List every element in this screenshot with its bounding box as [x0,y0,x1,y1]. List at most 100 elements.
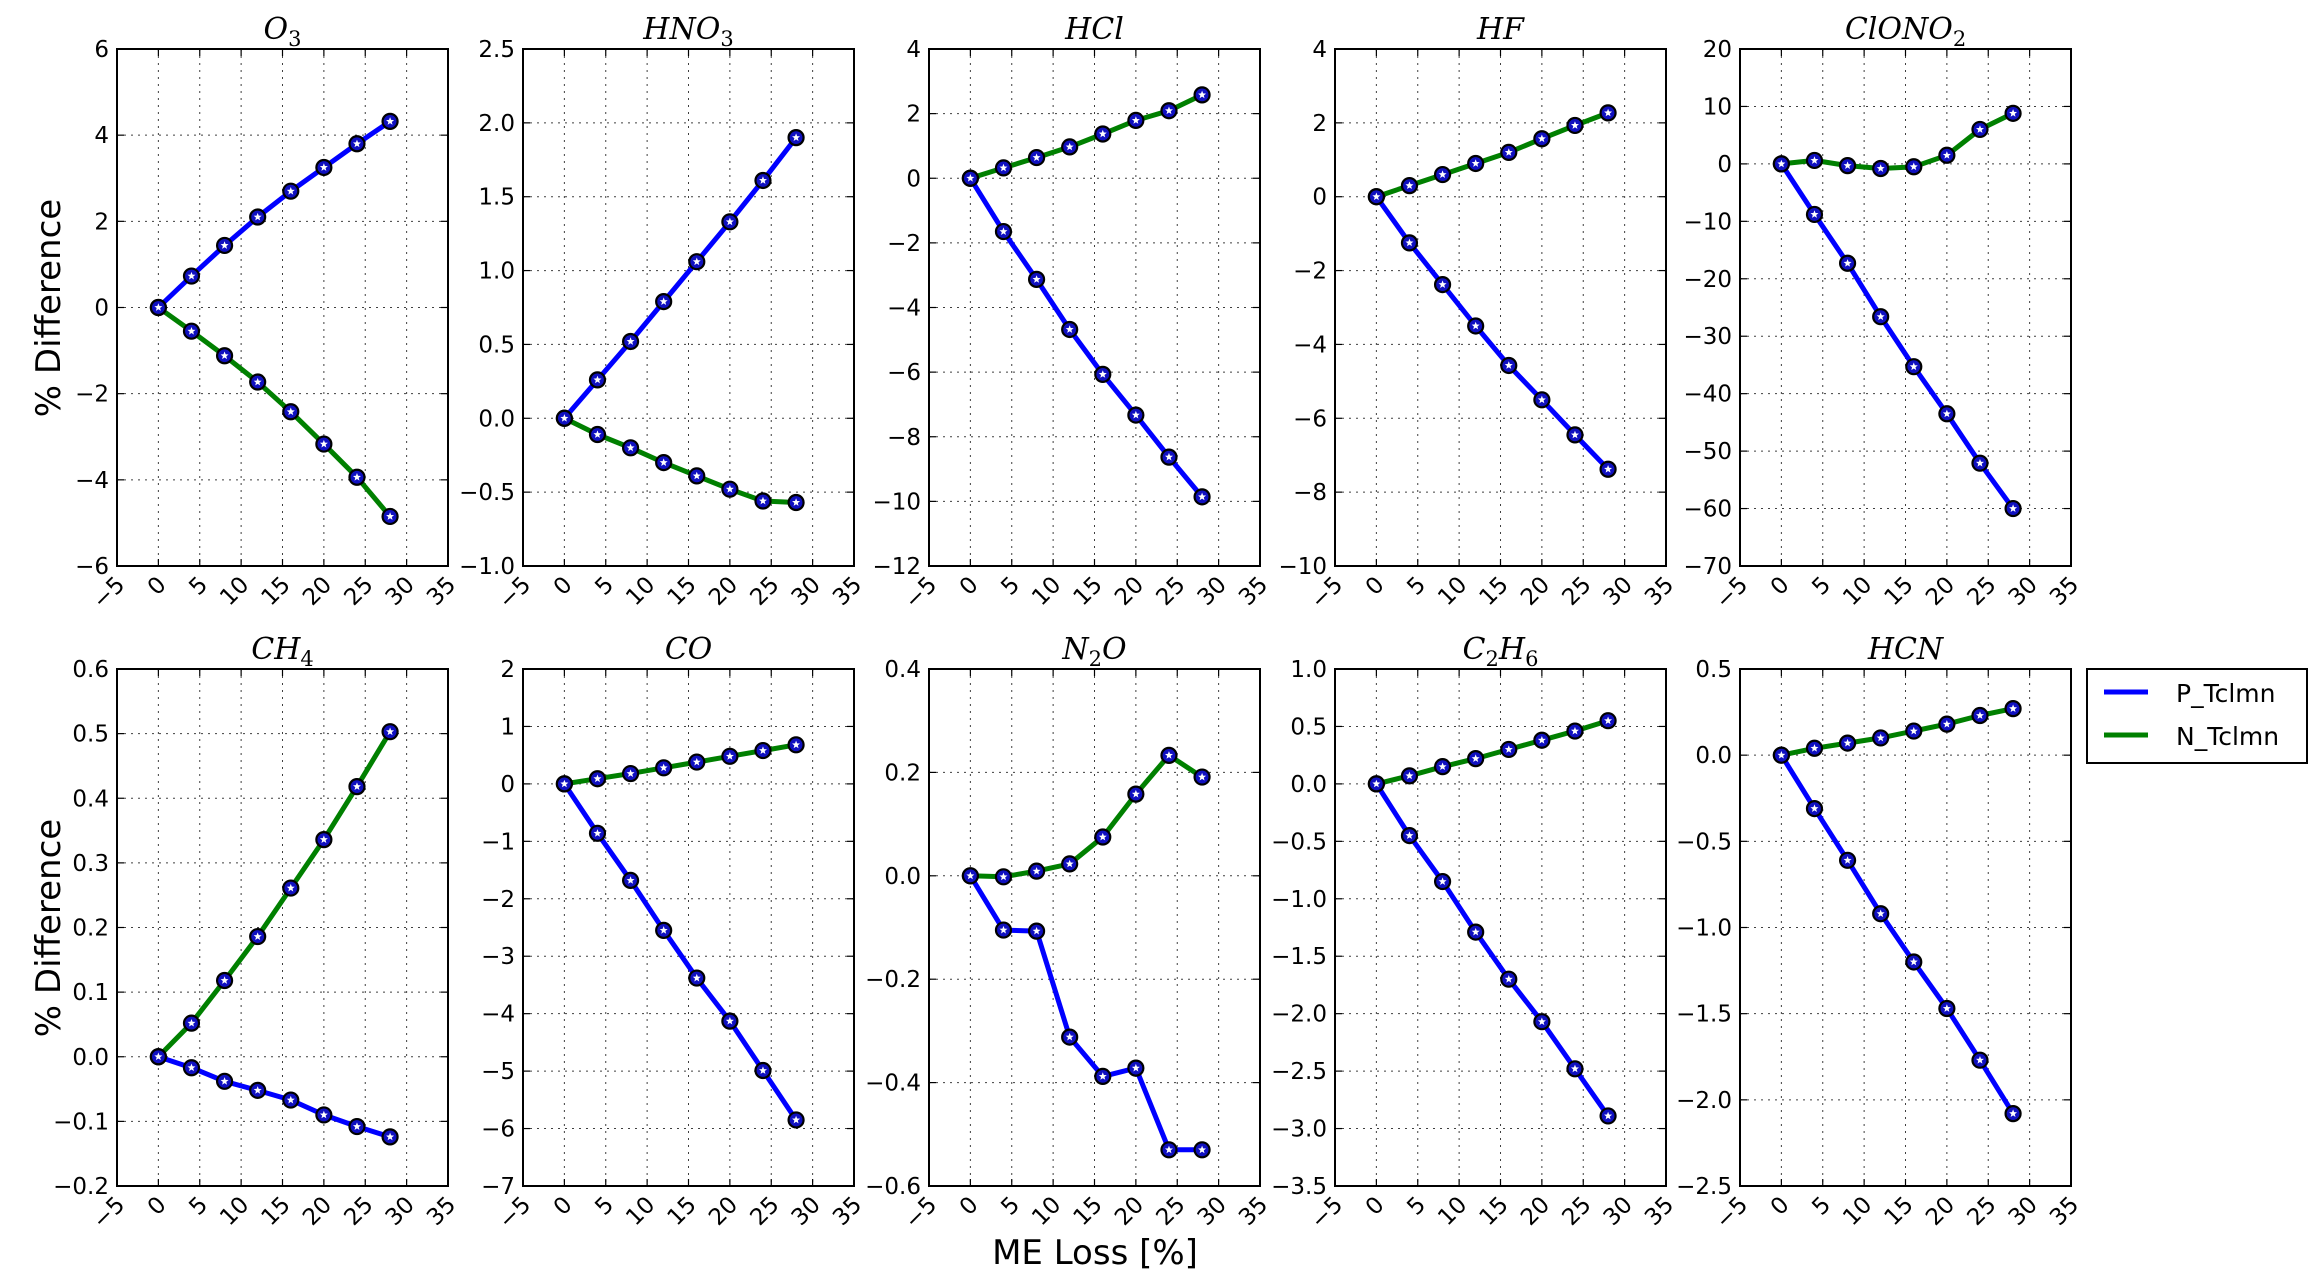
data-point-n-tclmn [2004,700,2022,718]
title-text: HF [1476,12,1525,47]
data-point-p-tclmn [688,253,706,271]
y-tick-label: −2.5 [1676,1174,1732,1200]
y-tick-label: −0.5 [1676,829,1732,855]
data-point-p-tclmn [1599,1107,1617,1125]
x-axis-label: ME Loss [%] [992,1233,1198,1273]
data-point-n-tclmn [282,403,300,421]
title-subscript: 6 [1525,647,1538,671]
data-point-p-tclmn [1127,1059,1145,1077]
y-tick-label: −2.0 [1271,1002,1327,1028]
subplot-title-co: CO [665,632,713,667]
data-point-p-tclmn [1905,953,1923,971]
data-point-n-tclmn [1400,767,1419,785]
data-point-n-tclmn [282,879,300,897]
axes-frame [522,668,855,1187]
data-point-n-tclmn [1838,157,1857,175]
y-tick-label: 0.5 [72,722,109,748]
series-line-p-tclmn [968,176,1205,499]
y-tick-label: 0.4 [884,657,921,683]
data-point-p-tclmn [1061,1028,1079,1046]
data-point-n-tclmn [215,971,234,990]
data-point-n-tclmn [555,775,573,793]
title-subscript: 4 [300,647,313,671]
y-tick-label: 0.5 [478,332,515,358]
data-point-n-tclmn [588,425,607,444]
data-point-n-tclmn [1367,188,1385,206]
y-tick-label: −3 [481,944,515,970]
data-point-p-tclmn [754,171,772,190]
subplot-title-hno3: HNO3 [642,12,733,51]
data-point-n-tclmn [149,298,167,317]
y-tick-label: 0.2 [884,760,921,786]
title-subscript: 3 [288,27,301,51]
y-tick-label: 2 [1312,111,1327,137]
y-tick-label: −1.0 [1676,916,1732,942]
data-point-p-tclmn [1533,1013,1551,1031]
y-tick-label: −0.5 [1271,829,1327,855]
data-point-n-tclmn [2004,104,2022,122]
data-point-n-tclmn [1094,125,1112,143]
data-point-p-tclmn [315,1106,333,1124]
data-point-n-tclmn [1533,130,1551,148]
data-point-p-tclmn [215,236,234,255]
y-tick-label: −1.5 [1676,1002,1732,1028]
data-point-n-tclmn [961,867,979,885]
title-text: CO [665,632,713,667]
axes-frame [116,48,449,567]
data-point-n-tclmn [721,480,739,498]
series-line-n-tclmn [156,730,393,1059]
y-tick-label: 0.0 [884,864,921,890]
y-tick-label: 4 [94,123,109,149]
data-point-p-tclmn [1566,426,1584,444]
y-tick-label: −4 [75,468,109,494]
data-point-n-tclmn [1061,855,1079,873]
data-point-n-tclmn [1772,155,1790,173]
data-point-n-tclmn [1367,775,1385,793]
title-subscript: 2 [1486,647,1499,671]
data-point-p-tclmn [1027,922,1046,940]
data-point-p-tclmn [688,969,706,987]
y-tick-label: −10 [1683,209,1732,235]
subplot-title-hcl: HCl [1064,12,1124,47]
title-text: CH [251,632,301,667]
legend-label-n-tclmn: N_Tclmn [2176,722,2279,751]
series-line-p-tclmn [562,782,799,1122]
data-point-p-tclmn [1599,460,1617,478]
data-point-n-tclmn [1027,148,1046,167]
data-point-n-tclmn [1872,729,1890,747]
y-tick-label: −60 [1683,497,1732,523]
data-point-n-tclmn [1193,86,1211,104]
y-tick-label: 4 [906,37,921,63]
data-point-n-tclmn [1772,746,1790,764]
y-tick-label: −0.2 [53,1174,109,1200]
data-point-p-tclmn [621,332,640,351]
title-subscript: 3 [720,27,733,51]
data-point-n-tclmn [1433,165,1452,184]
y-tick-label: −20 [1683,267,1732,293]
data-point-p-tclmn [1193,488,1211,506]
axes-frame [1739,48,2072,567]
subplot-c2h6: −3.5−3.0−2.5−2.0−1.5−1.0−0.50.00.51.0−5 0… [1271,632,1679,1234]
data-point-p-tclmn [1805,205,1824,224]
y-tick-label: 0 [1717,152,1732,178]
data-point-p-tclmn [282,1091,300,1109]
axes-frame [928,668,1261,1187]
data-point-n-tclmn [215,347,234,365]
data-point-n-tclmn [315,831,333,849]
y-tick-label: −30 [1683,324,1732,350]
data-point-n-tclmn [249,373,267,391]
data-point-p-tclmn [182,1059,201,1077]
axes-frame [1739,668,2072,1187]
axes-frame [928,48,1261,567]
y-tick-label: 0.1 [72,980,109,1006]
data-point-n-tclmn [1467,750,1485,768]
data-point-n-tclmn [1467,154,1485,173]
title-text: O [1102,632,1127,667]
data-point-n-tclmn [655,759,673,777]
y-tick-label: −1.0 [1271,887,1327,913]
y-tick-label: −12 [872,554,921,580]
y-tick-label: 0 [1312,185,1327,211]
data-point-n-tclmn [1433,758,1452,776]
data-point-n-tclmn [1027,862,1046,880]
